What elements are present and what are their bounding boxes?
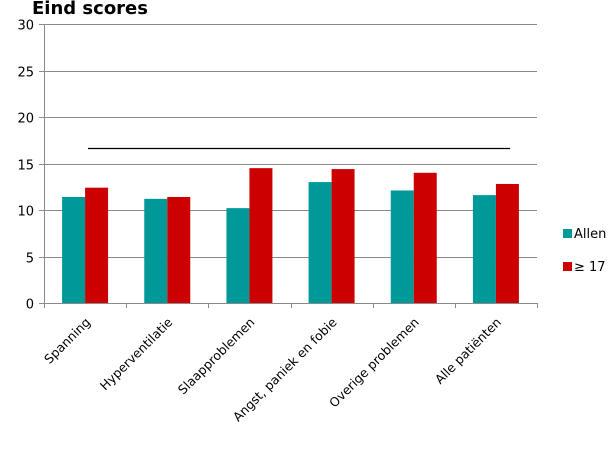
bar-allen [62,196,86,303]
category-label: Alle patiënten [432,315,504,387]
legend: Allen ≥ 17 [563,227,606,275]
y-axis: 0 5 10 15 20 25 30 [17,19,45,313]
bars [62,168,519,303]
bar-ge17 [413,172,437,303]
legend-label: Allen [574,227,606,242]
y-tick-label: 20 [17,112,34,127]
category-label: Slaapproblemen [175,315,258,398]
y-tick-label: 5 [26,252,34,267]
legend-swatch [563,262,572,271]
gridlines [44,24,537,258]
bar-ge17 [331,169,355,303]
bar-ge17 [249,168,273,303]
bar-allen [226,208,250,303]
bar-ge17 [495,183,519,303]
y-tick-label: 25 [17,66,34,81]
y-tick-label: 0 [26,298,34,313]
chart-title: Eind scores [32,0,148,19]
legend-swatch [563,229,572,238]
category-label: Spanning [41,315,93,367]
y-tick-label: 15 [17,159,34,174]
bar-allen [308,182,332,303]
bar-allen [472,195,496,303]
bar-ge17 [85,187,109,303]
legend-label: ≥ 17 [574,260,606,275]
bar-allen [144,198,168,303]
bar-ge17 [167,196,191,303]
category-label: Hyperventilatie [97,314,176,393]
bar-allen [390,190,414,303]
y-tick-label: 10 [17,205,34,220]
y-tick-label: 30 [17,19,34,34]
category-label: Overige problemen [326,315,422,411]
x-axis: Spanning Hyperventilatie SlaapproblemenAng… [41,303,538,424]
